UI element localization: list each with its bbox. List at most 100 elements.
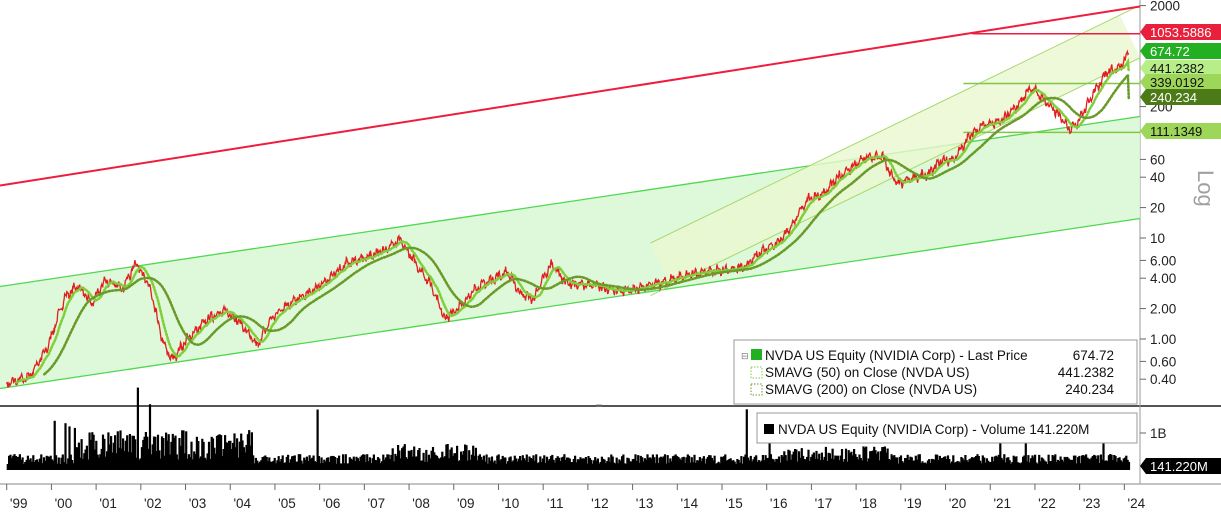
volume-bar — [289, 459, 292, 470]
volume-bar — [875, 453, 878, 470]
price-tag-label: 441.2382 — [1150, 61, 1204, 76]
volume-bar — [17, 456, 20, 470]
volume-bar — [203, 457, 207, 470]
volume-bar — [488, 457, 491, 470]
volume-bar — [804, 459, 807, 470]
volume-bar — [79, 457, 82, 470]
volume-bar — [828, 453, 831, 470]
volume-bar — [661, 457, 664, 470]
volume-bar — [435, 455, 439, 470]
volume-bar — [126, 435, 129, 470]
volume-bar — [869, 451, 872, 470]
volume-bar — [89, 439, 93, 470]
volume-bar — [1040, 457, 1043, 470]
volume-bar — [1097, 455, 1100, 470]
volume-bar — [28, 459, 31, 470]
volume-bar — [866, 461, 869, 470]
volume-bar — [1062, 461, 1065, 470]
volume-bar — [667, 462, 671, 470]
volume-bar — [802, 455, 805, 470]
volume-bar — [257, 463, 260, 470]
volume-bar — [399, 458, 402, 470]
volume-bar — [340, 463, 343, 470]
volume-bar — [319, 463, 322, 470]
volume-bar — [885, 452, 888, 470]
volume-bar — [166, 440, 169, 470]
price-legend — [733, 339, 1138, 405]
volume-bar — [273, 457, 276, 470]
price-tag — [1140, 43, 1221, 59]
volume-bar — [584, 457, 587, 470]
volume-bar — [870, 451, 873, 470]
volume-bar — [662, 456, 665, 470]
volume-bar — [973, 457, 976, 470]
volume-bar — [877, 451, 880, 470]
volume-bar — [128, 434, 131, 470]
volume-bar — [335, 463, 338, 470]
volume-bar — [423, 461, 426, 470]
volume-bar — [1077, 457, 1080, 470]
x-tick-label: '99 — [10, 496, 28, 511]
volume-bar — [566, 457, 569, 470]
volume-bar — [296, 461, 299, 470]
volume-bar — [346, 463, 349, 470]
volume-bar — [123, 450, 126, 470]
volume-bar — [690, 457, 693, 470]
volume-bar — [321, 463, 325, 470]
volume-bar — [971, 457, 974, 470]
volume-bar — [751, 461, 754, 470]
volume-bar — [901, 461, 904, 470]
volume-bar — [366, 454, 369, 470]
volume-bar — [611, 456, 614, 470]
volume-bar — [1125, 455, 1128, 470]
volume-bar — [258, 461, 261, 470]
volume-bar — [36, 459, 39, 470]
volume-bar — [175, 454, 178, 470]
volume-bar — [1074, 455, 1077, 470]
volume-bar — [143, 436, 146, 470]
volume-bar — [977, 456, 980, 470]
volume-bar — [832, 459, 836, 470]
volume-bar — [481, 459, 484, 470]
volume-bar — [946, 455, 950, 470]
volume-bar — [215, 435, 219, 470]
volume-bar — [104, 456, 107, 470]
volume-bar — [694, 462, 697, 470]
volume-bar — [417, 450, 420, 470]
volume-bar — [431, 447, 435, 470]
volume-bar — [1106, 461, 1109, 470]
volume-bar — [714, 463, 717, 470]
volume-bar — [191, 459, 194, 470]
volume-bar — [1030, 458, 1033, 470]
volume-bar — [897, 463, 900, 470]
volume-bar — [111, 452, 114, 470]
price-tag-label: 240.234 — [1150, 90, 1197, 105]
x-tick-label: '01 — [99, 496, 117, 511]
volume-bar — [831, 448, 834, 470]
x-tick-label: '14 — [680, 496, 698, 511]
volume-bar — [705, 458, 708, 470]
volume-bar — [559, 461, 562, 470]
volume-bar — [144, 432, 147, 470]
volume-bar — [678, 458, 681, 470]
volume-bar — [388, 459, 392, 470]
volume-bar — [702, 456, 705, 470]
volume-bar — [22, 464, 25, 470]
volume-bar — [101, 434, 105, 470]
volume-bar — [580, 458, 583, 470]
volume-bar — [334, 457, 337, 470]
volume-bar — [61, 454, 64, 470]
volume-bar — [308, 455, 311, 470]
x-tick-label: '21 — [993, 496, 1011, 511]
volume-bar — [119, 430, 122, 470]
volume-bar — [983, 457, 986, 470]
volume-bar — [441, 451, 444, 470]
volume-bar — [194, 453, 197, 470]
volume-bar — [494, 463, 498, 470]
volume-bar — [207, 441, 211, 470]
volume-bar — [728, 459, 731, 470]
volume-bar — [894, 457, 897, 470]
volume-bar — [415, 456, 418, 470]
volume-bar — [21, 457, 24, 470]
volume-bar — [659, 456, 663, 470]
